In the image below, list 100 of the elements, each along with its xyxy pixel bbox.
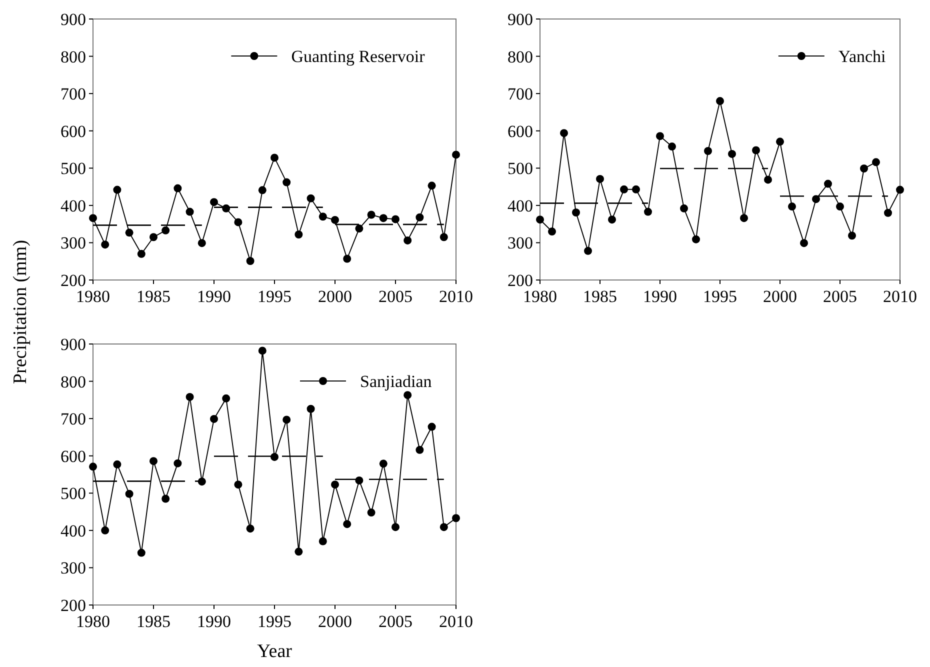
point: [452, 150, 460, 159]
point: [728, 150, 736, 158]
point: [198, 239, 206, 248]
x-tick-label: 1990: [643, 287, 677, 306]
x-tick-label: 1995: [703, 287, 737, 306]
point: [306, 404, 315, 413]
point: [343, 254, 352, 263]
point: [210, 198, 218, 206]
x-tick-label: 1985: [136, 612, 170, 631]
point: [174, 459, 182, 468]
point: [836, 202, 844, 211]
x-tick-label: 2005: [823, 287, 857, 306]
y-tick-label: 900: [60, 10, 86, 29]
y-tick-label: 300: [508, 234, 533, 253]
point: [318, 212, 327, 221]
x-tick-label: 2000: [763, 287, 797, 306]
y-tick-label: 900: [60, 335, 86, 354]
point: [536, 216, 544, 224]
y-tick-label: 700: [60, 84, 86, 104]
point: [246, 524, 254, 533]
point: [222, 394, 230, 402]
point: [294, 230, 303, 239]
y-tick-label: 800: [60, 47, 86, 66]
x-tick-label: 2005: [378, 287, 412, 306]
y-tick-label: 200: [508, 271, 533, 290]
x-tick-label: 2000: [318, 612, 352, 631]
point: [137, 250, 146, 258]
y-tick-label: 500: [60, 484, 86, 504]
point: [379, 214, 388, 222]
y-tick-label: 600: [60, 122, 86, 141]
point: [776, 138, 784, 146]
y-tick-label: 600: [508, 122, 533, 141]
legend-label: Yanchi: [838, 47, 886, 66]
point: [125, 228, 134, 237]
point: [258, 346, 266, 355]
point: [379, 460, 388, 468]
point: [294, 548, 303, 556]
legend-label: Guanting Reservoir: [291, 47, 426, 66]
point: [331, 216, 339, 224]
point: [404, 391, 412, 400]
legend-label: Sanjiadian: [360, 372, 432, 391]
point: [270, 154, 278, 162]
x-tick-label: 1980: [76, 287, 110, 306]
x-tick-label: 2010: [439, 612, 473, 631]
y-tick-label: 700: [60, 410, 86, 429]
point: [824, 180, 832, 188]
y-tick-label: 800: [60, 372, 86, 392]
point: [162, 226, 170, 234]
point: [367, 210, 376, 219]
point: [282, 178, 291, 186]
point: [343, 520, 352, 528]
point: [101, 240, 110, 249]
point: [210, 414, 218, 423]
point: [560, 129, 568, 138]
point: [716, 97, 724, 106]
y-tick-label: 900: [508, 10, 533, 29]
x-tick-label: 1980: [76, 612, 110, 631]
point: [596, 174, 604, 183]
point: [608, 216, 616, 224]
point: [884, 208, 892, 217]
point: [872, 158, 880, 166]
point: [440, 233, 448, 242]
point: [113, 186, 122, 194]
point: [113, 460, 122, 468]
point: [848, 232, 856, 240]
point: [740, 214, 748, 222]
point: [258, 186, 266, 194]
point: [186, 392, 194, 401]
point: [704, 146, 712, 155]
point: [234, 218, 242, 226]
point: [270, 452, 278, 461]
y-tick-label: 400: [60, 196, 86, 216]
point: [174, 184, 182, 192]
y-tick-label: 600: [60, 446, 86, 466]
x-tick-label: 1995: [258, 612, 292, 631]
point: [656, 132, 664, 140]
point: [692, 235, 700, 244]
point: [137, 548, 146, 557]
point: [355, 224, 364, 233]
point: [632, 185, 640, 194]
y-axis-title: Precipitation (mm): [10, 240, 31, 384]
point: [620, 185, 628, 194]
point: [680, 204, 688, 212]
x-tick-label: 2010: [439, 287, 473, 306]
point: [572, 208, 580, 217]
point: [752, 146, 760, 154]
x-tick-label: 1990: [197, 612, 231, 631]
point: [306, 194, 315, 202]
point: [392, 523, 400, 532]
point: [318, 537, 327, 546]
point: [860, 164, 868, 173]
point: [125, 490, 134, 498]
x-tick-label: 1990: [197, 287, 231, 306]
y-tick-label: 400: [508, 196, 533, 216]
point: [440, 523, 448, 532]
y-tick-label: 300: [60, 234, 86, 253]
y-tick-label: 500: [60, 159, 86, 178]
point: [150, 233, 158, 242]
point: [548, 228, 556, 236]
x-tick-label: 1995: [258, 287, 292, 306]
